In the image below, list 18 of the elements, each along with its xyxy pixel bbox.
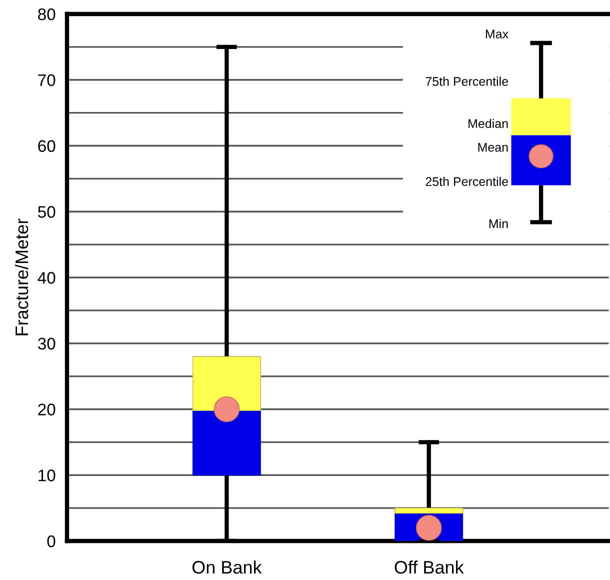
- y-tick-label: 50: [38, 206, 56, 218]
- y-tick-label: 20: [38, 404, 56, 416]
- y-tick-label: 0: [47, 535, 56, 548]
- x-tick-label: Off Bank: [394, 560, 464, 574]
- annotation: 75th Percentile: [426, 76, 508, 86]
- annotation: Min: [489, 218, 508, 228]
- annotation: 25th Percentile: [426, 176, 508, 186]
- y-axis-title: Fracture/Meter: [14, 218, 28, 336]
- y-tick-label: 60: [38, 140, 56, 152]
- annotation: Max: [486, 30, 508, 38]
- y-tick-label: 30: [38, 338, 56, 350]
- y-tick-label: 10: [38, 470, 56, 482]
- y-tick-label: 80: [38, 8, 56, 20]
- x-tick-label: On Bank: [192, 560, 262, 574]
- annotation: Median: [468, 118, 508, 128]
- y-tick-label: 70: [38, 74, 56, 86]
- annotation: Mean: [478, 143, 508, 152]
- y-tick-label: 40: [38, 272, 56, 284]
